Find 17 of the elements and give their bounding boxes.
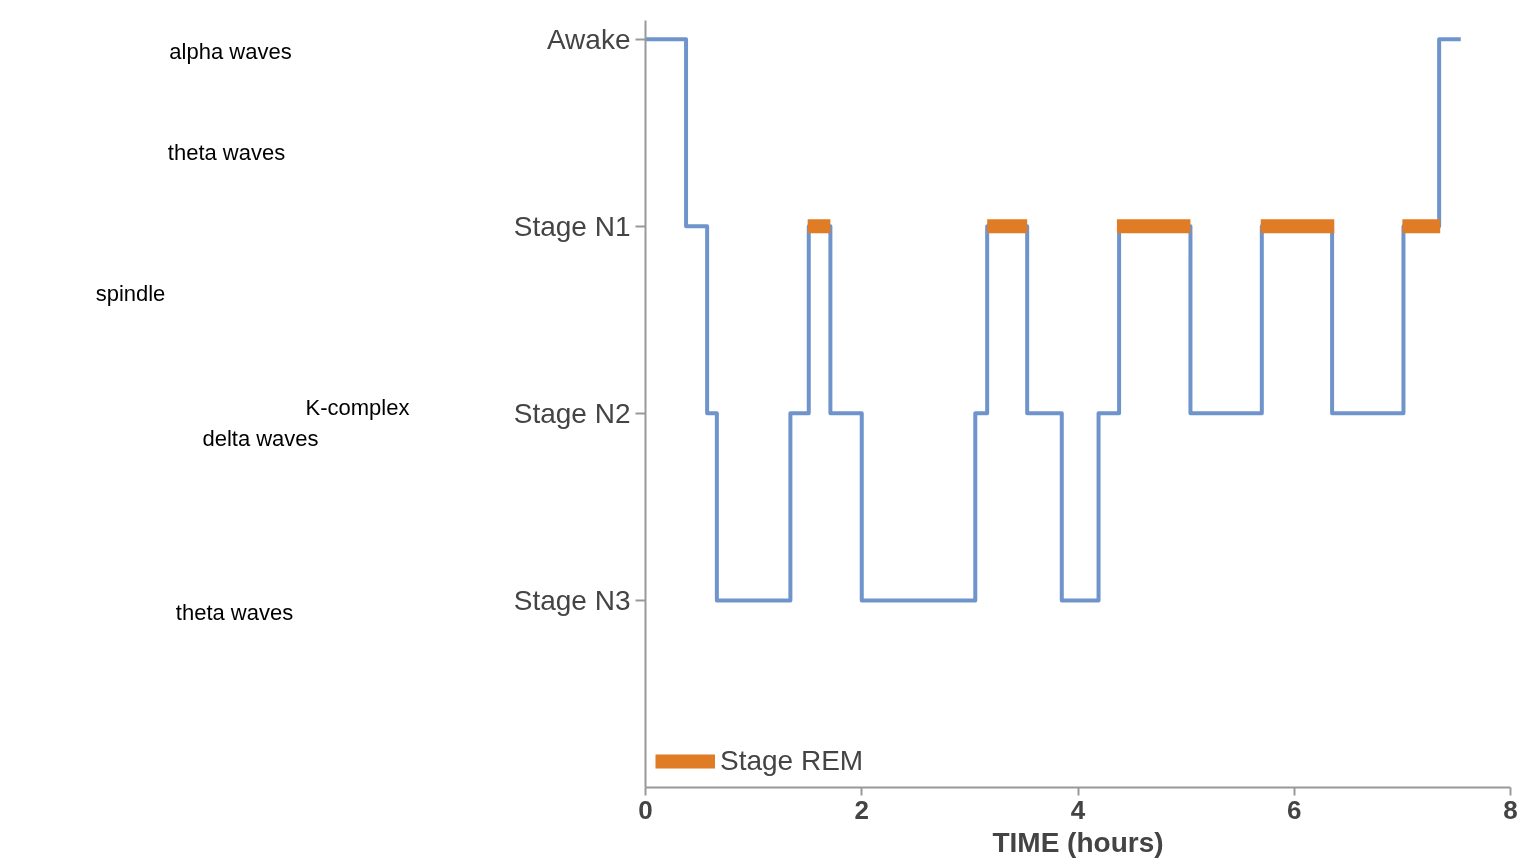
text: theta waves (175, 600, 294, 626)
text: spindle (95, 280, 166, 306)
text: Awake (546, 23, 631, 55)
text: alpha waves (169, 39, 292, 65)
text: delta waves (202, 426, 319, 452)
text: Stage N1 (513, 210, 631, 242)
text: Stage N2 (513, 397, 631, 429)
text: theta waves (167, 140, 286, 165)
x-axis-title: TIME (hours) (992, 826, 1164, 858)
x-tick-label: 6 (1287, 794, 1302, 825)
x-tick-label: 0 (638, 794, 653, 825)
x-tick-label: 8 (1503, 794, 1518, 825)
x-tick-label: 4 (1070, 794, 1086, 825)
text: Stage N3 (513, 584, 631, 616)
x-tick-label: 2 (854, 794, 869, 825)
text: K-complex (305, 395, 410, 421)
legend-label: Stage REM (720, 745, 864, 777)
